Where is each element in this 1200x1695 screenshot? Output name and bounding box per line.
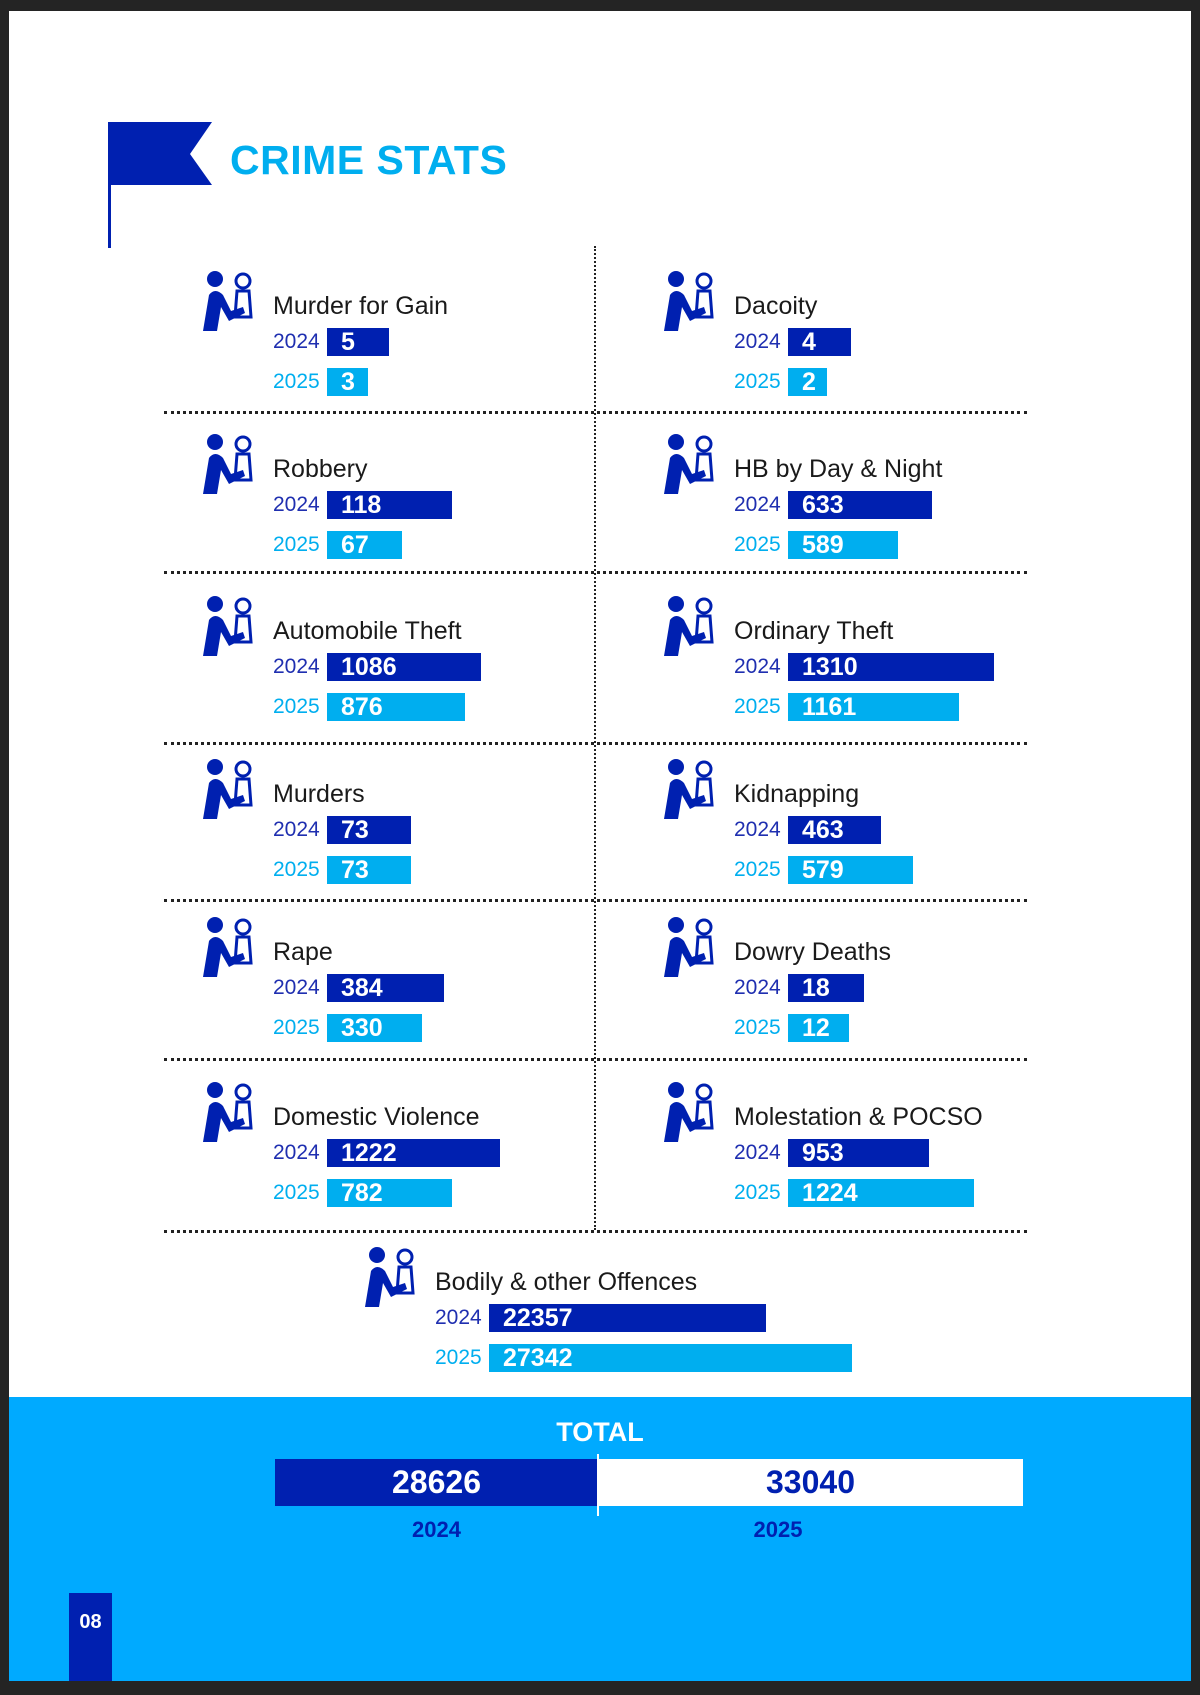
victim-icon (191, 913, 263, 979)
category-label: Murder for Gain (273, 292, 449, 320)
page-title: CRIME STATS (230, 137, 508, 183)
bar-2025: 73 (327, 856, 411, 884)
bar-2024: 73 (327, 816, 411, 844)
year-label-2025: 2025 (273, 1181, 320, 1204)
stabbing-icon (191, 755, 263, 821)
page: CRIME STATS Murder for Gain 2024 5 2025 … (9, 11, 1191, 1681)
year-label-2024: 2024 (273, 976, 320, 999)
bar-2025: 589 (788, 531, 898, 559)
category-label: Kidnapping (734, 780, 860, 808)
category-label: Dacoity (734, 292, 818, 320)
total-2024-bar: 28626 (275, 1459, 598, 1506)
bar-2024: 22357 (489, 1304, 766, 1332)
bar-2024: 633 (788, 491, 932, 519)
year-label-2025: 2025 (273, 858, 320, 881)
year-label-2025: 2025 (273, 370, 320, 393)
year-label-2025: 2025 (435, 1346, 482, 1369)
category-label: Bodily & other Offences (435, 1268, 698, 1296)
total-band (9, 1397, 1191, 1681)
bar-2025: 579 (788, 856, 913, 884)
year-label-2025: 2025 (273, 695, 320, 718)
bar-2025: 27342 (489, 1344, 852, 1372)
bar-2025: 1161 (788, 693, 959, 721)
flag-icon (108, 122, 212, 248)
bar-2025: 1224 (788, 1179, 974, 1207)
category-label: HB by Day & Night (734, 455, 943, 483)
total-2025-label: 2025 (753, 1517, 803, 1542)
year-label-2024: 2024 (734, 330, 781, 353)
bar-2024: 1222 (327, 1139, 500, 1167)
bar-2025: 67 (327, 531, 402, 559)
bar-2025: 782 (327, 1179, 452, 1207)
bar-2024: 384 (327, 974, 444, 1002)
domestic-violence-icon (191, 1078, 263, 1144)
year-label-2024: 2024 (273, 818, 320, 841)
bar-2025: 3 (327, 368, 368, 396)
bar-2025: 876 (327, 693, 465, 721)
year-label-2024: 2024 (734, 655, 781, 678)
bar-2024: 953 (788, 1139, 929, 1167)
child-abuse-icon (652, 1078, 724, 1144)
category-label: Rape (273, 938, 333, 966)
bar-2024: 1310 (788, 653, 994, 681)
year-label-2025: 2025 (734, 370, 781, 393)
year-label-2025: 2025 (734, 1016, 781, 1039)
year-label-2024: 2024 (734, 1141, 781, 1164)
year-label-2025: 2025 (273, 533, 320, 556)
category-label: Automobile Theft (273, 617, 462, 645)
row-divider (164, 411, 1027, 414)
year-label-2025: 2025 (273, 1016, 320, 1039)
bar-2024: 4 (788, 328, 851, 356)
car-theft-icon (191, 592, 263, 658)
category-label: Robbery (273, 455, 368, 483)
total-2024-label: 2024 (412, 1517, 461, 1542)
row-divider (164, 1058, 1027, 1061)
total-title: TOTAL (556, 1417, 644, 1447)
category-label: Domestic Violence (273, 1103, 480, 1131)
running-thief-icon (652, 592, 724, 658)
house-burglary-icon (652, 430, 724, 496)
robber-icon (191, 430, 263, 496)
year-label-2024: 2024 (734, 976, 781, 999)
category-label: Molestation & POCSO (734, 1103, 983, 1131)
year-label-2024: 2024 (273, 330, 320, 353)
bar-2024: 463 (788, 816, 881, 844)
bar-2025: 12 (788, 1014, 849, 1042)
page-number: 08 (69, 1593, 112, 1681)
category-label: Dowry Deaths (734, 938, 891, 966)
category-label: Murders (273, 780, 365, 808)
row-divider (164, 899, 1027, 902)
bar-2025: 330 (327, 1014, 422, 1042)
row-divider (164, 571, 1027, 574)
row-divider (164, 742, 1027, 745)
year-label-2025: 2025 (734, 695, 781, 718)
bar-2024: 118 (327, 491, 452, 519)
bar-2024: 18 (788, 974, 864, 1002)
dowry-icon (652, 913, 724, 979)
bar-2024: 1086 (327, 653, 481, 681)
bar-2024: 5 (327, 328, 389, 356)
armed-robbery-icon (652, 267, 724, 333)
column-divider (594, 246, 596, 1230)
year-label-2025: 2025 (734, 533, 781, 556)
year-label-2024: 2024 (435, 1306, 482, 1329)
year-label-2025: 2025 (734, 1181, 781, 1204)
row-divider (164, 1230, 1027, 1233)
total-divider (597, 1454, 599, 1516)
year-label-2024: 2024 (273, 655, 320, 678)
assault-icon (191, 267, 263, 333)
year-label-2024: 2024 (273, 1141, 320, 1164)
bar-2025: 2 (788, 368, 827, 396)
year-label-2024: 2024 (734, 493, 781, 516)
hospital-bed-icon (353, 1243, 425, 1309)
hostage-icon (652, 755, 724, 821)
year-label-2024: 2024 (734, 818, 781, 841)
year-label-2024: 2024 (273, 493, 320, 516)
category-label: Ordinary Theft (734, 617, 894, 645)
year-label-2025: 2025 (734, 858, 781, 881)
total-2025-bar: 33040 (598, 1459, 1023, 1506)
